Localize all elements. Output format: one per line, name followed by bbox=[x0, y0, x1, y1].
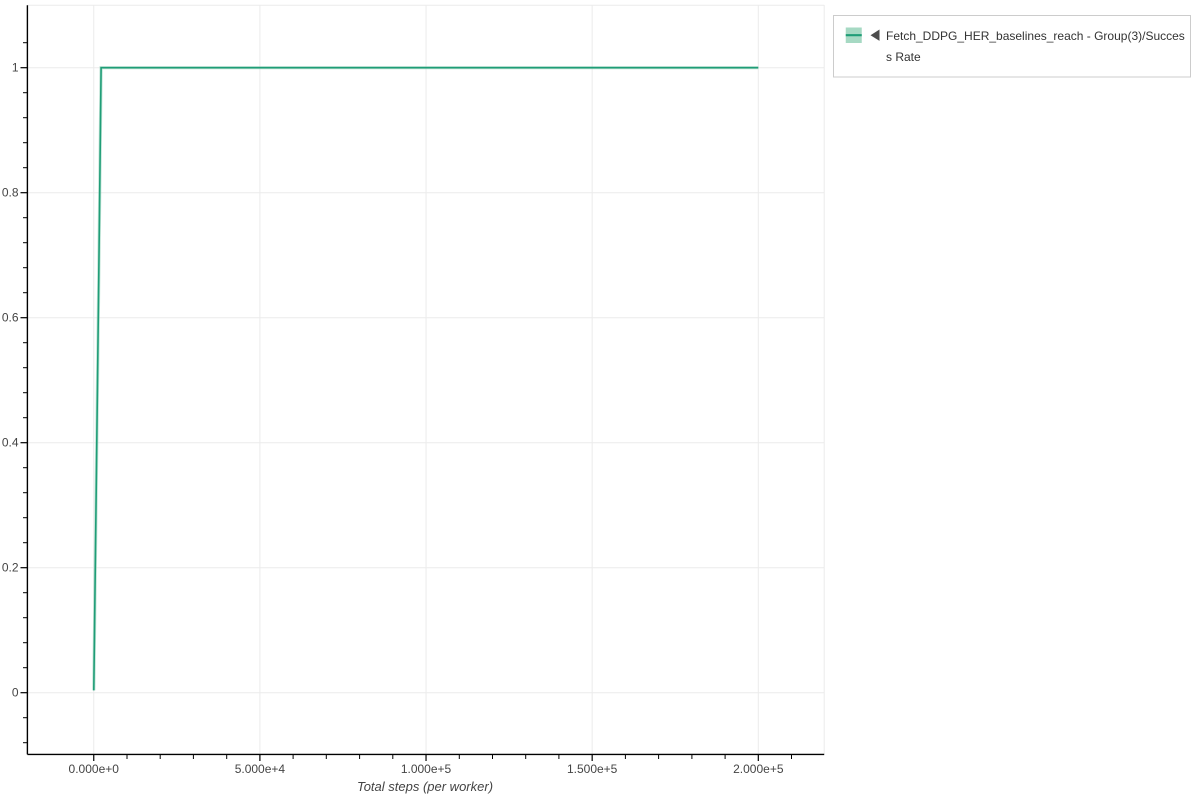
svg-text:0.4: 0.4 bbox=[2, 436, 19, 450]
svg-text:0.2: 0.2 bbox=[2, 561, 19, 575]
svg-text:1.500e+5: 1.500e+5 bbox=[567, 762, 618, 776]
svg-text:0.000e+0: 0.000e+0 bbox=[69, 762, 120, 776]
svg-text:5.000e+4: 5.000e+4 bbox=[235, 762, 286, 776]
svg-text:0.6: 0.6 bbox=[2, 311, 19, 325]
svg-text:1: 1 bbox=[12, 61, 19, 75]
svg-text:0.8: 0.8 bbox=[2, 186, 19, 200]
svg-text:2.000e+5: 2.000e+5 bbox=[733, 762, 784, 776]
svg-text:1.000e+5: 1.000e+5 bbox=[401, 762, 452, 776]
svg-text:Total steps (per worker): Total steps (per worker) bbox=[357, 779, 493, 794]
svg-text:0: 0 bbox=[12, 686, 19, 700]
